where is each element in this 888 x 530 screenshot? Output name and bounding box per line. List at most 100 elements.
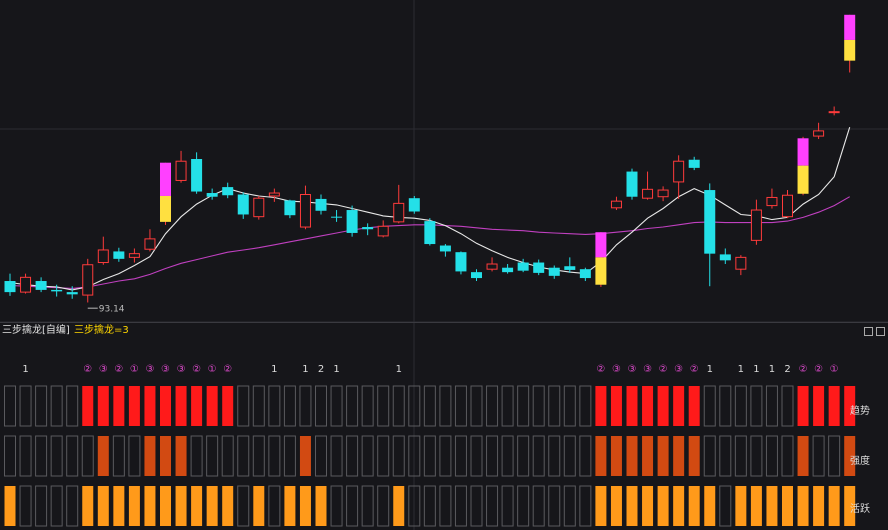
candle <box>424 218 436 246</box>
strength-cell <box>626 436 638 476</box>
candle-body-down <box>579 269 591 279</box>
candle-body-down <box>362 227 374 230</box>
active-cell <box>532 485 545 527</box>
trend-cell <box>657 386 669 426</box>
strength-cell <box>501 435 514 477</box>
trend-cell <box>283 385 296 427</box>
trend-cell <box>642 386 654 426</box>
trend-cell <box>579 385 592 427</box>
strength-cell <box>595 436 607 476</box>
trend-cell <box>346 385 359 427</box>
trend-cell <box>315 385 327 427</box>
candle <box>704 183 716 287</box>
close-icon[interactable] <box>876 327 885 336</box>
trend-cell <box>486 385 499 427</box>
strength-cell <box>35 435 48 477</box>
step-label: ② <box>192 364 201 375</box>
strength-cell <box>548 435 561 477</box>
candle <box>657 186 669 202</box>
active-cell <box>222 486 234 526</box>
candle-body-down <box>408 198 420 212</box>
candle-body-up <box>144 238 156 250</box>
trend-cell <box>517 385 530 427</box>
maximize-icon[interactable] <box>864 327 873 336</box>
strength-cell <box>4 435 16 477</box>
trend-cell <box>50 385 63 427</box>
step-label: ③ <box>161 364 170 375</box>
candle-body-up <box>828 111 840 114</box>
active-cell <box>315 486 327 526</box>
candle <box>548 265 560 279</box>
candle <box>346 205 358 237</box>
step-label: 1 <box>271 364 277 375</box>
trend-cell <box>797 386 809 426</box>
strength-cell <box>361 435 374 477</box>
candle-body-up <box>813 130 825 137</box>
trend-cell <box>703 385 716 427</box>
strength-cell <box>642 436 654 476</box>
candle <box>393 184 405 224</box>
step-label: 1 <box>753 364 759 375</box>
candle-body-down <box>206 193 218 197</box>
strength-cell <box>703 435 716 477</box>
candle <box>782 190 793 219</box>
trend-cell <box>128 386 140 426</box>
trend-cell <box>35 385 48 427</box>
strength-cell <box>392 435 405 477</box>
indicator-header: 三步擒龙[自编] 三步擒龙=3 <box>0 322 888 339</box>
candle <box>719 248 731 265</box>
indicator-value: 三步擒龙=3 <box>74 325 129 336</box>
candle-body-down <box>66 292 78 295</box>
candle <box>673 155 685 199</box>
trend-cell <box>501 385 514 427</box>
step-label: ② <box>690 364 699 375</box>
strength-cell <box>765 435 778 477</box>
indicator-name[interactable]: 三步擒龙[自编] <box>2 325 70 336</box>
candle-body-up <box>20 276 32 293</box>
trend-cell <box>423 385 436 427</box>
candle-body-signal-bottom <box>844 39 856 61</box>
active-cell <box>144 486 156 526</box>
step-label: 1 <box>738 364 744 375</box>
candle-body-up <box>735 256 747 270</box>
step-label: 2 <box>784 364 790 375</box>
strength-cell <box>97 436 109 476</box>
step-label: ③ <box>628 364 637 375</box>
step-label: ① <box>208 364 217 375</box>
candle-body-down <box>439 245 451 252</box>
step-label: 1 <box>333 364 339 375</box>
trend-cell <box>377 385 390 427</box>
active-cell <box>813 486 825 526</box>
candle-body-down <box>113 251 125 259</box>
candle <box>797 136 809 196</box>
strength-cell <box>486 435 499 477</box>
candle <box>439 244 451 257</box>
strength-cell <box>563 435 576 477</box>
candle-body-down <box>471 272 482 279</box>
trend-cell <box>97 386 109 426</box>
trend-cell <box>175 386 187 426</box>
candle-body-signal-bottom <box>797 165 809 194</box>
step-label: ② <box>659 364 668 375</box>
candle <box>113 247 125 262</box>
step-label: ① <box>130 364 139 375</box>
strength-cell <box>439 435 452 477</box>
strength-cell <box>252 435 265 477</box>
active-cell <box>50 485 63 527</box>
candle-body-down <box>564 266 576 270</box>
trend-cell <box>610 386 622 426</box>
active-cell <box>673 486 685 526</box>
step-label: 1 <box>707 364 713 375</box>
trend-cell <box>844 386 856 426</box>
candle-body-down <box>284 200 296 216</box>
active-cell <box>719 485 732 527</box>
strength-cell <box>315 435 327 477</box>
candle <box>4 273 16 296</box>
trend-cell <box>66 385 79 427</box>
trend-cell <box>237 385 250 427</box>
candle-body-up <box>766 196 778 207</box>
trend-cell <box>206 386 218 426</box>
candle <box>253 195 265 220</box>
candle-body-down <box>346 210 358 233</box>
candle <box>144 229 156 252</box>
